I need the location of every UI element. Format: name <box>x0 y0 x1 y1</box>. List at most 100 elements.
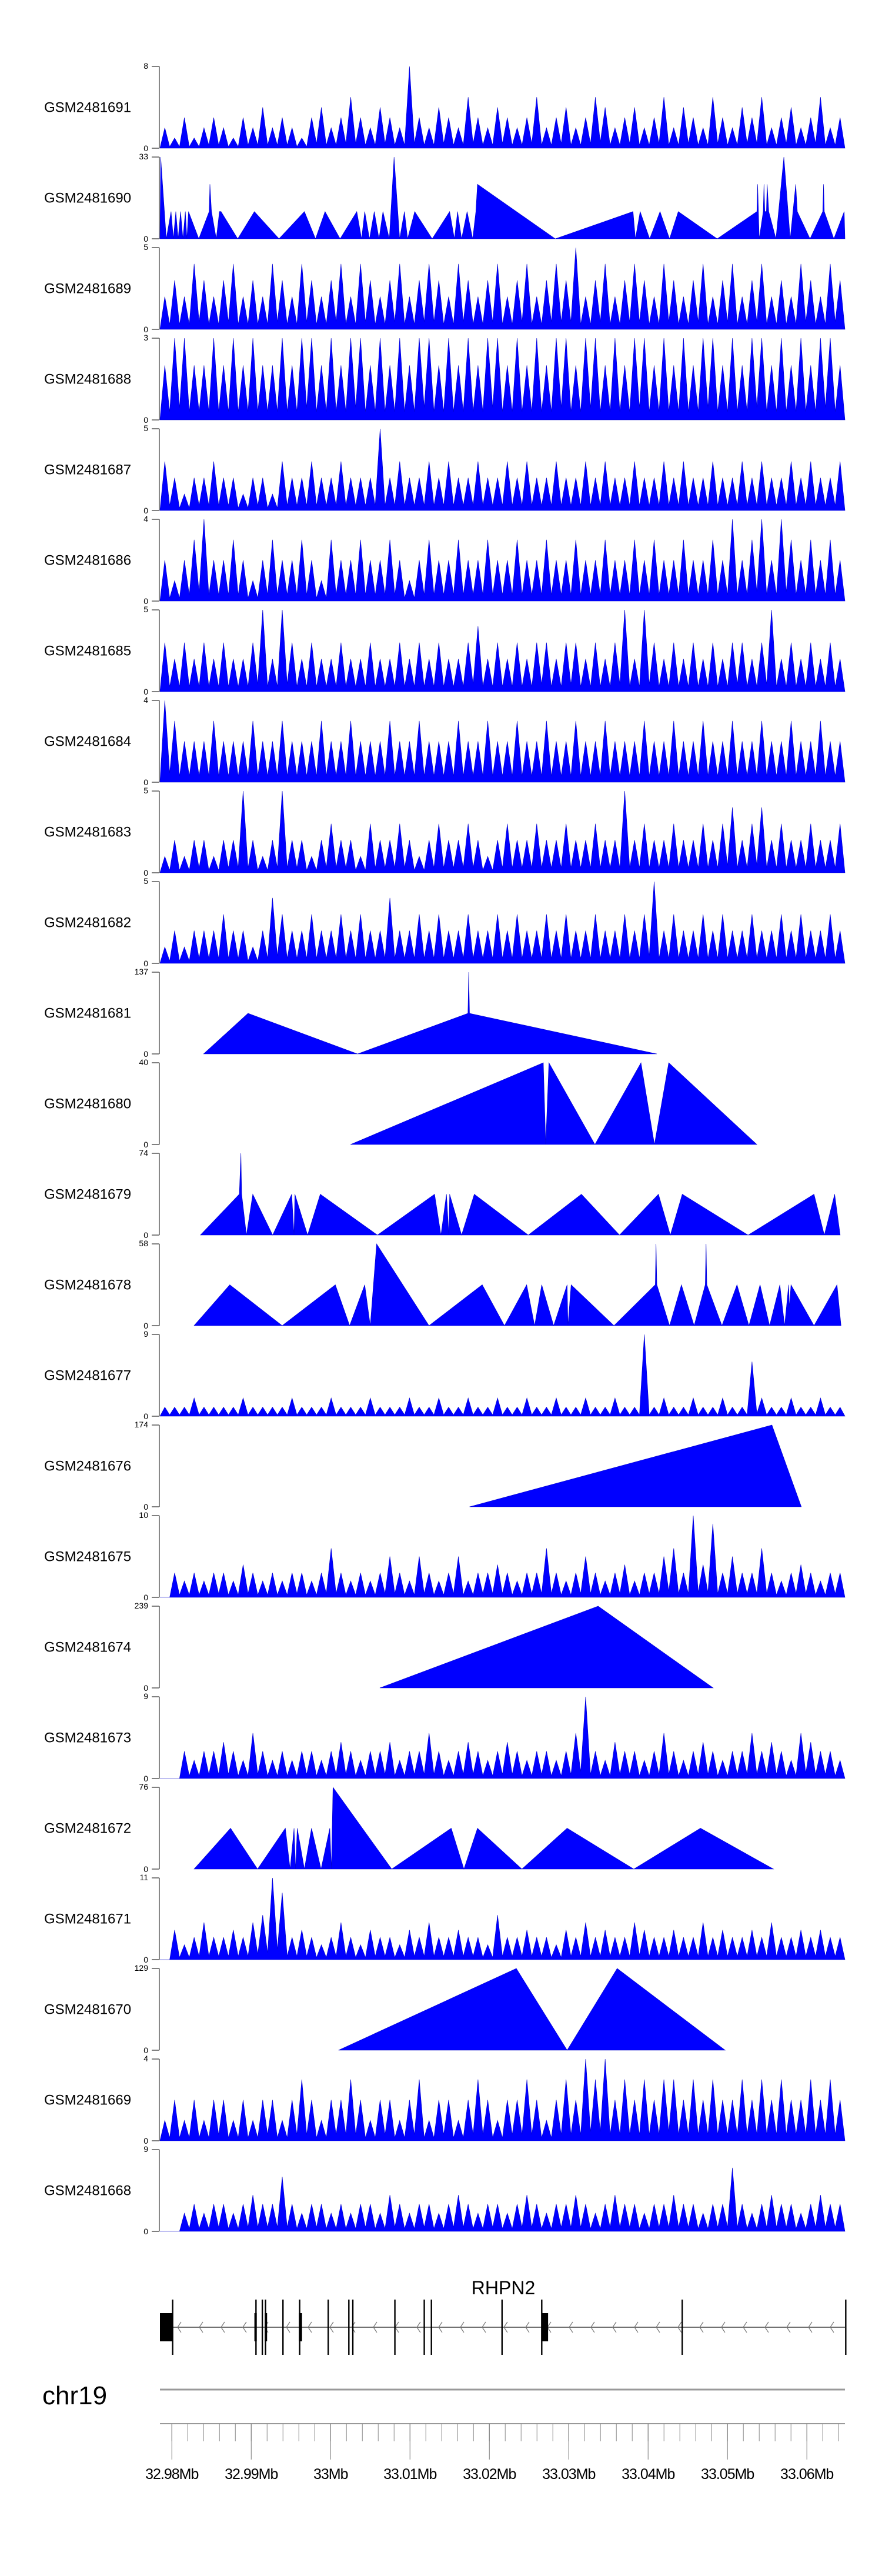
track-GSM2481691: GSM2481691 8 0 <box>44 61 846 153</box>
y-max-label: 76 <box>139 1782 148 1791</box>
exon-mark <box>423 2300 425 2355</box>
y-max-label: 5 <box>143 605 148 614</box>
strand-arrow-icon <box>634 2321 639 2333</box>
x-tick-label: 33.01Mb <box>383 2466 436 2482</box>
y-min-label: 0 <box>143 1683 148 1693</box>
signal-area-GSM2481674 <box>379 1606 714 1689</box>
track-label: GSM2481684 <box>44 734 131 750</box>
y-max-label: 137 <box>135 967 149 976</box>
track-GSM2481683: GSM2481683 5 0 <box>44 786 846 877</box>
track-label: GSM2481672 <box>44 1821 131 1837</box>
track-GSM2481685: GSM2481685 5 0 <box>44 605 846 696</box>
track-GSM2481684: GSM2481684 4 0 <box>44 695 846 787</box>
genome-axis: chr19 32.98Mb 32.99Mb 33Mb 33.01Mb 33.02Mb 33.… <box>42 2381 845 2482</box>
strand-arrow-icon <box>460 2321 465 2333</box>
y-min-label: 0 <box>143 144 148 153</box>
y-min-label: 0 <box>143 1049 148 1059</box>
y-min-label: 0 <box>143 1502 148 1511</box>
y-max-label: 129 <box>135 1963 149 1973</box>
track-label: GSM2481688 <box>44 372 131 388</box>
strand-arrow-icon <box>808 2321 813 2333</box>
track-GSM2481674: GSM2481674 239 0 <box>44 1601 714 1693</box>
x-tick-label: 33.04Mb <box>622 2466 674 2482</box>
strand-arrow-icon <box>569 2321 573 2333</box>
track-label: GSM2481670 <box>44 2002 131 2018</box>
track-label: GSM2481669 <box>44 2093 131 2108</box>
y-max-label: 9 <box>143 2144 148 2154</box>
y-max-label: 8 <box>143 61 148 71</box>
track-GSM2481677: GSM2481677 9 0 <box>44 1329 846 1421</box>
exon-mark <box>261 2300 263 2355</box>
track-GSM2481671: GSM2481671 11 0 <box>44 1873 846 1964</box>
signal-area-GSM2481690 <box>159 156 846 239</box>
track-label: GSM2481685 <box>44 643 131 659</box>
strand-arrow-icon <box>482 2321 486 2333</box>
track-label: GSM2481678 <box>44 1277 131 1293</box>
y-max-label: 33 <box>139 152 148 161</box>
signal-area-GSM2481669 <box>159 2058 846 2141</box>
signal-area-GSM2481687 <box>159 428 846 511</box>
strand-arrow-icon <box>699 2321 704 2333</box>
y-min-label: 0 <box>143 1140 148 1149</box>
strand-arrow-icon <box>220 2321 225 2333</box>
strand-arrow-icon <box>677 2321 682 2333</box>
y-min-label: 0 <box>143 234 148 243</box>
y-min-label: 0 <box>143 1774 148 1783</box>
track-GSM2481680: GSM2481680 40 0 <box>44 1057 757 1149</box>
signal-area-GSM2481672 <box>193 1787 774 1870</box>
signal-area-GSM2481681 <box>203 972 657 1055</box>
signal-area-GSM2481671 <box>160 1877 846 1960</box>
y-max-label: 4 <box>143 2054 148 2063</box>
signal-area-GSM2481677 <box>159 1334 846 1417</box>
track-GSM2481670: GSM2481670 129 0 <box>44 1963 726 2055</box>
track-GSM2481669: GSM2481669 4 0 <box>44 2054 846 2145</box>
y-min-label: 0 <box>143 2136 148 2145</box>
signal-area-GSM2481691 <box>159 66 846 149</box>
signal-area-GSM2481688 <box>159 338 846 421</box>
strand-arrow-icon <box>373 2321 377 2333</box>
track-label: GSM2481674 <box>44 1640 131 1656</box>
y-max-label: 4 <box>143 695 148 705</box>
y-min-label: 0 <box>143 687 148 696</box>
y-max-label: 239 <box>135 1601 149 1610</box>
x-tick-label: 33.02Mb <box>463 2466 516 2482</box>
x-tick-label: 32.99Mb <box>225 2466 278 2482</box>
y-max-label: 5 <box>143 786 148 795</box>
strand-arrow-icon <box>438 2321 443 2333</box>
strand-arrow-icon <box>286 2321 290 2333</box>
track-GSM2481687: GSM2481687 5 0 <box>44 423 846 515</box>
y-max-label: 9 <box>143 1691 148 1701</box>
y-min-label: 0 <box>143 2227 148 2236</box>
y-max-label: 5 <box>143 242 148 252</box>
strand-arrow-icon <box>743 2321 747 2333</box>
strand-arrow-icon <box>177 2321 182 2333</box>
y-max-label: 58 <box>139 1239 148 1248</box>
signal-area-GSM2481686 <box>159 519 846 602</box>
track-label: GSM2481686 <box>44 553 131 569</box>
track-label: GSM2481690 <box>44 191 131 206</box>
track-label: GSM2481677 <box>44 1368 131 1384</box>
chromosome-label: chr19 <box>42 2381 107 2410</box>
track-label: GSM2481675 <box>44 1549 131 1565</box>
track-GSM2481673: GSM2481673 9 0 <box>44 1691 846 1783</box>
track-label: GSM2481681 <box>44 1006 131 1022</box>
track-GSM2481689: GSM2481689 5 0 <box>44 242 846 334</box>
track-label: GSM2481668 <box>44 2183 131 2199</box>
x-tick-label: 33.06Mb <box>780 2466 833 2482</box>
track-GSM2481676: GSM2481676 174 0 <box>44 1420 802 1511</box>
y-min-label: 0 <box>143 596 148 606</box>
x-tick-label: 33.05Mb <box>701 2466 754 2482</box>
exon-mark <box>501 2300 503 2355</box>
track-label: GSM2481691 <box>44 100 131 116</box>
y-min-label: 0 <box>143 2046 148 2055</box>
y-max-label: 40 <box>139 1057 148 1067</box>
strand-arrow-icon <box>416 2321 421 2333</box>
signal-area-GSM2481684 <box>159 700 846 783</box>
exon-block <box>265 2313 268 2341</box>
y-max-label: 74 <box>139 1148 148 1157</box>
signal-area-GSM2481675 <box>160 1515 846 1598</box>
track-label: GSM2481689 <box>44 281 131 297</box>
exon-mark <box>348 2300 350 2355</box>
exon-mark <box>394 2300 396 2355</box>
track-label: GSM2481679 <box>44 1187 131 1203</box>
